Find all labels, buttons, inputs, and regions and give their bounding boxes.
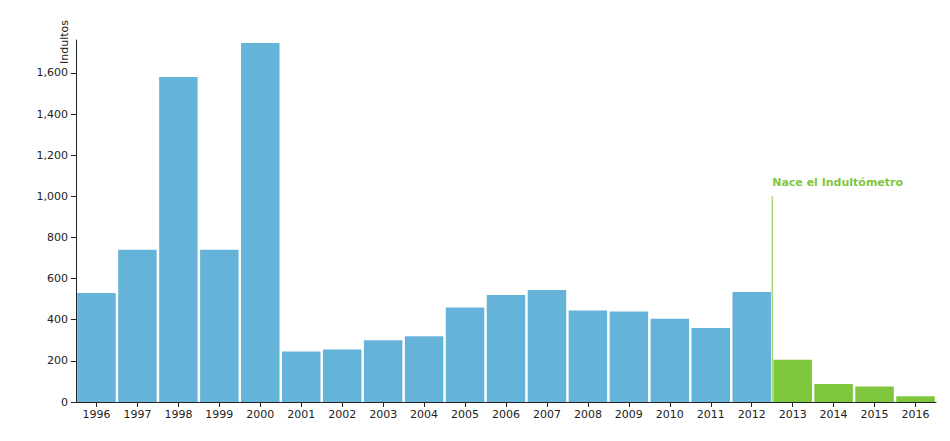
svg-text:2005: 2005 xyxy=(451,408,479,421)
svg-text:1,200: 1,200 xyxy=(37,149,69,162)
svg-text:400: 400 xyxy=(47,313,68,326)
svg-text:1999: 1999 xyxy=(205,408,233,421)
svg-text:2009: 2009 xyxy=(615,408,643,421)
svg-text:1998: 1998 xyxy=(164,408,192,421)
svg-text:2004: 2004 xyxy=(410,408,438,421)
svg-text:2014: 2014 xyxy=(820,408,848,421)
svg-text:1,000: 1,000 xyxy=(37,190,69,203)
svg-text:2012: 2012 xyxy=(738,408,766,421)
svg-text:2015: 2015 xyxy=(861,408,889,421)
svg-text:2016: 2016 xyxy=(902,408,930,421)
svg-text:0: 0 xyxy=(61,396,68,409)
svg-text:2010: 2010 xyxy=(656,408,684,421)
svg-text:2013: 2013 xyxy=(779,408,807,421)
svg-text:800: 800 xyxy=(47,231,68,244)
svg-text:1,400: 1,400 xyxy=(37,108,69,121)
svg-text:200: 200 xyxy=(47,354,68,367)
svg-text:Indultos: Indultos xyxy=(58,20,71,64)
svg-text:2011: 2011 xyxy=(697,408,725,421)
svg-text:2001: 2001 xyxy=(287,408,315,421)
svg-text:1,600: 1,600 xyxy=(37,66,69,79)
svg-text:1996: 1996 xyxy=(82,408,110,421)
svg-text:1997: 1997 xyxy=(123,408,151,421)
svg-text:600: 600 xyxy=(47,272,68,285)
svg-text:2008: 2008 xyxy=(574,408,602,421)
svg-text:2003: 2003 xyxy=(369,408,397,421)
svg-text:2000: 2000 xyxy=(246,408,274,421)
svg-text:Nace el Indultómetro: Nace el Indultómetro xyxy=(772,176,903,189)
svg-text:2007: 2007 xyxy=(533,408,561,421)
svg-text:2006: 2006 xyxy=(492,408,520,421)
svg-text:2002: 2002 xyxy=(328,408,356,421)
